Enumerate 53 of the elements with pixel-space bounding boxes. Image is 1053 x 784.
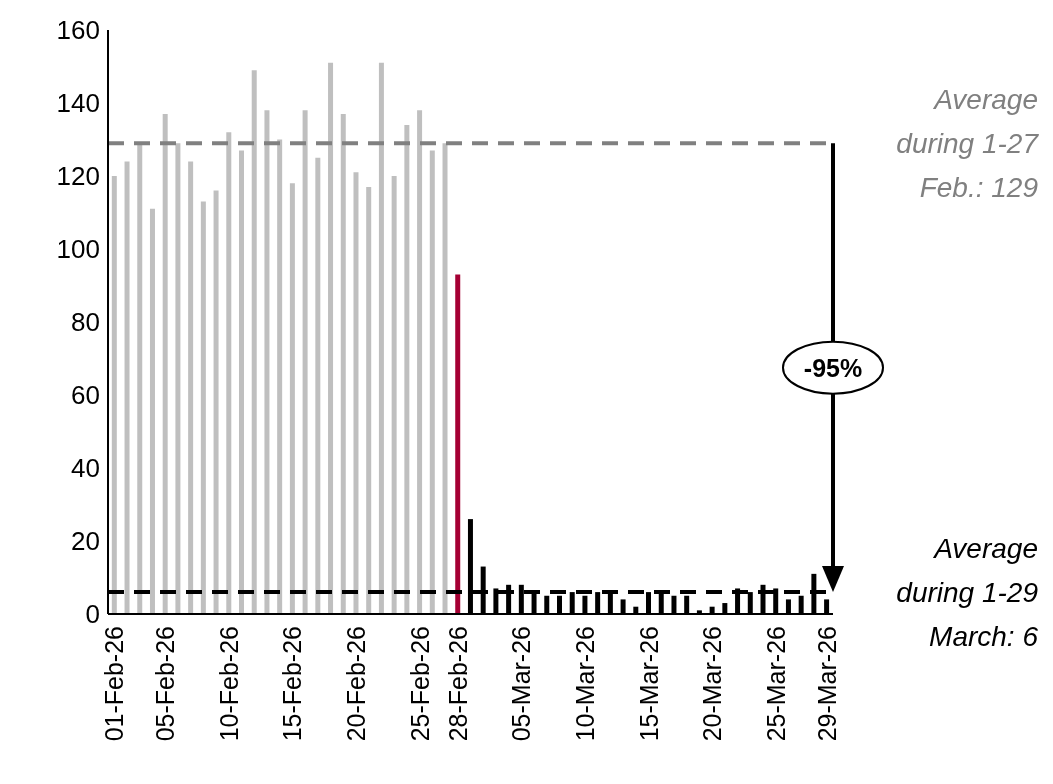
bar [226, 132, 232, 614]
bar [149, 208, 155, 614]
bar [391, 176, 397, 614]
x-tick-label: 01-Feb-26 [100, 626, 129, 742]
x-tick-label: 15-Feb-26 [278, 626, 307, 742]
x-tick-label: 05-Mar-26 [507, 626, 536, 742]
y-tick-label: 60 [71, 380, 100, 411]
bar [111, 176, 117, 614]
bar [378, 62, 384, 614]
bar [328, 62, 334, 614]
bar [340, 113, 346, 614]
annotation: -95% [803, 353, 863, 382]
bar [175, 143, 181, 614]
bar [442, 143, 448, 614]
bar [404, 124, 410, 614]
bar [162, 113, 168, 614]
y-tick-label: 80 [71, 307, 100, 338]
x-tick-label: 25-Mar-26 [761, 626, 790, 742]
bar [137, 143, 143, 614]
ref-line-label: Average during 1-27 Feb.: 129 [896, 83, 1040, 203]
bar [124, 161, 130, 614]
x-tick-label: 20-Mar-26 [698, 626, 727, 742]
x-tick-label: 10-Feb-26 [214, 626, 243, 742]
y-tick-label: 140 [56, 88, 100, 119]
bar [429, 150, 435, 614]
bar [188, 161, 194, 614]
bar [353, 172, 359, 614]
y-tick-label: 40 [71, 453, 100, 484]
x-tick-label: 10-Mar-26 [570, 626, 599, 742]
bar [200, 201, 206, 614]
bar [213, 190, 219, 614]
bar [366, 186, 372, 614]
y-tick-label: 160 [56, 15, 100, 46]
x-tick-label: 05-Feb-26 [151, 626, 180, 742]
bar [289, 183, 295, 614]
bar [251, 70, 257, 614]
bar [239, 150, 245, 614]
x-tick-label: 28-Feb-26 [443, 626, 472, 742]
x-tick-label: 20-Feb-26 [342, 626, 371, 742]
y-tick-label: 120 [56, 161, 100, 192]
x-tick-label: 29-Mar-26 [812, 626, 841, 742]
bar [315, 157, 321, 614]
y-tick-label: 0 [85, 599, 100, 630]
ref-line-label: Average during 1-29 March: 6 [896, 532, 1039, 652]
bar [277, 139, 283, 614]
x-tick-label: 25-Feb-26 [405, 626, 434, 742]
bar [302, 110, 308, 614]
y-tick-label: 100 [56, 234, 100, 265]
bar [264, 110, 270, 614]
x-tick-label: 15-Mar-26 [634, 626, 663, 742]
y-tick-label: 20 [71, 526, 100, 557]
bar [455, 274, 461, 614]
bar [417, 110, 423, 614]
